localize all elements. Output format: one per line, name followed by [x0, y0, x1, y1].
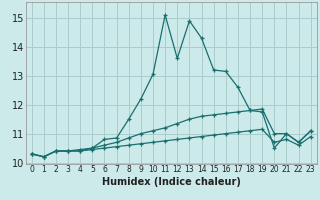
- X-axis label: Humidex (Indice chaleur): Humidex (Indice chaleur): [102, 177, 241, 187]
